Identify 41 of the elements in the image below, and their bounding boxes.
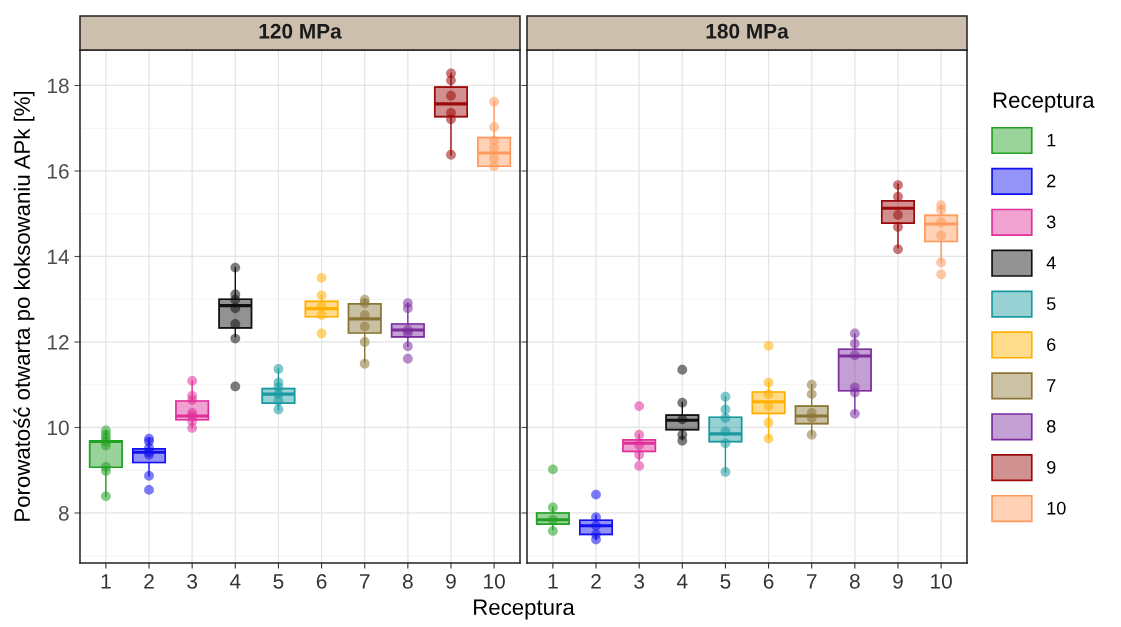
x-tick-label: 7	[359, 574, 370, 589]
x-tick-label: 10	[931, 573, 952, 589]
x-tick-label: 3	[187, 573, 198, 589]
x-tick-label: 10	[484, 573, 505, 589]
legend-label: 6	[1047, 338, 1056, 351]
legend-label: 8	[1047, 419, 1056, 433]
x-tick-label: 8	[849, 573, 860, 589]
legend-label: 5	[1046, 297, 1056, 311]
legend-label: 10	[1047, 501, 1066, 515]
legend-title: Receptura	[993, 92, 1095, 113]
x-axis-title: Receptura	[474, 599, 575, 620]
legend-label: 2	[1047, 174, 1056, 188]
x-tick-label: 1	[548, 574, 558, 589]
x-tick-label: 2	[591, 573, 601, 589]
x-tick-label: 8	[402, 573, 413, 589]
x-tick-label: 1	[101, 574, 111, 589]
legend-label: 4	[1046, 256, 1056, 270]
legend-label: 1	[1047, 133, 1056, 147]
legend-label: 7	[1047, 379, 1056, 392]
x-tick-label: 3	[634, 573, 645, 589]
y-tick-label: 12	[48, 334, 69, 350]
x-tick-label: 4	[676, 574, 688, 589]
x-tick-label: 5	[720, 574, 731, 589]
x-tick-label: 5	[273, 574, 284, 589]
chart-title: 180 MPa	[706, 23, 789, 39]
y-tick-label: 14	[48, 249, 69, 265]
y-axis-title: Porowatość otwarta po koksowaniu APk [%]	[13, 91, 35, 521]
y-tick-label: 10	[48, 420, 69, 436]
y-tick-label: 18	[48, 78, 69, 94]
x-tick-label: 2	[144, 573, 154, 589]
y-tick-label: 8	[58, 505, 69, 521]
x-tick-label: 6	[763, 573, 774, 589]
x-tick-label: 4	[229, 574, 241, 589]
legend-label: 3	[1046, 215, 1056, 229]
x-tick-label: 9	[893, 573, 903, 589]
legend-label: 9	[1047, 460, 1056, 474]
y-tick-label: 16	[48, 163, 69, 179]
x-tick-label: 9	[446, 573, 456, 589]
chart-title: 120 MPa	[259, 23, 342, 39]
x-tick-label: 6	[316, 573, 327, 589]
x-tick-label: 7	[806, 574, 817, 589]
